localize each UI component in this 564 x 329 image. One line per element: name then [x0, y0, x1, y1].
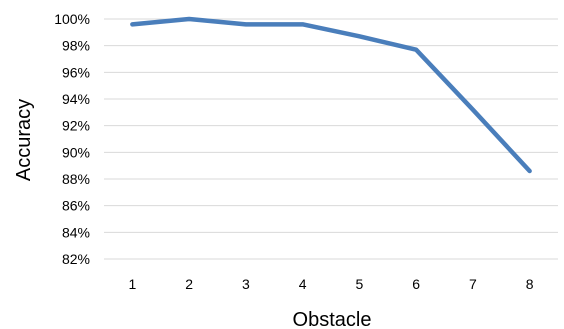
x-tick-label: 4: [299, 276, 307, 292]
x-tick-label: 3: [242, 276, 250, 292]
x-axis-title: Obstacle: [293, 309, 372, 329]
y-axis-tick-labels: 82% 84% 86% 88% 90% 92% 94% 96% 98% 100%: [54, 11, 90, 267]
y-tick-label: 96%: [62, 64, 90, 80]
y-tick-label: 100%: [54, 11, 90, 27]
y-tick-label: 88%: [62, 171, 90, 187]
gridlines: [104, 18, 558, 260]
x-tick-label: 5: [355, 276, 363, 292]
y-tick-label: 98%: [62, 38, 90, 54]
y-tick-label: 90%: [62, 144, 90, 160]
x-tick-label: 2: [185, 276, 193, 292]
x-tick-label: 8: [526, 276, 534, 292]
series-layer: [130, 16, 532, 174]
x-tick-label: 1: [128, 276, 136, 292]
y-tick-label: 94%: [62, 91, 90, 107]
x-tick-label: 7: [469, 276, 477, 292]
x-axis-tick-labels: 1 2 3 4 5 6 7 8: [128, 276, 533, 292]
y-tick-label: 84%: [62, 224, 90, 240]
x-tick-label: 6: [412, 276, 420, 292]
y-tick-label: 82%: [62, 251, 90, 267]
series-line: [130, 16, 532, 174]
y-axis-title: Accuracy: [13, 99, 35, 181]
y-tick-label: 92%: [62, 118, 90, 134]
y-tick-label: 86%: [62, 198, 90, 214]
